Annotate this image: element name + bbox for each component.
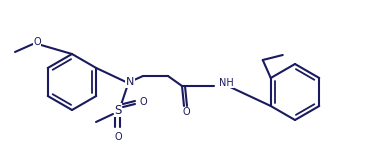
Text: S: S [114, 103, 122, 116]
Text: O: O [182, 107, 190, 117]
Text: O: O [114, 132, 122, 142]
Text: N: N [126, 77, 134, 87]
Text: O: O [139, 97, 147, 107]
Text: NH: NH [219, 78, 234, 88]
Text: O: O [33, 37, 41, 47]
